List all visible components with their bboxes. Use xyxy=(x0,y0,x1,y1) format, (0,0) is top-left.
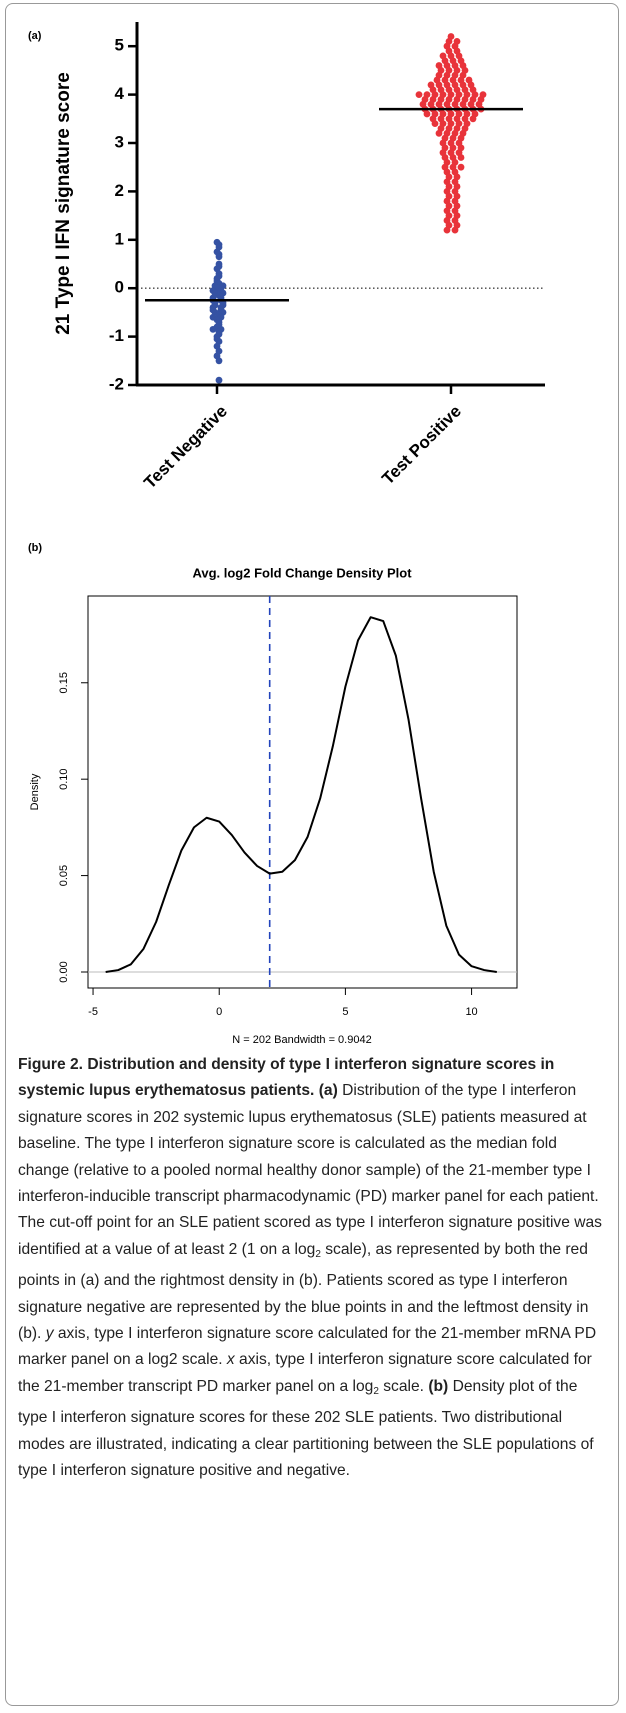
data-point xyxy=(431,120,439,128)
y-tick-label: -2 xyxy=(109,374,124,393)
density-curve xyxy=(105,616,497,973)
data-point xyxy=(457,154,465,161)
x-axis-label: N = 202 Bandwidth = 0.9042 xyxy=(232,1034,371,1046)
figure: (a) 21 Type I IFN signature score -2 -1 0 1 2 3… xyxy=(28,22,545,1046)
subscript: 2 xyxy=(373,1385,379,1397)
caption-title: Figure 2. Distribution and density of ty… xyxy=(18,1056,555,1100)
data-point xyxy=(469,115,477,123)
x-tick-label: Test Negative xyxy=(140,402,231,493)
caption: Figure 2. Distribution and density of ty… xyxy=(18,1052,608,1485)
data-point xyxy=(415,91,423,98)
y-tick-label: 1 xyxy=(115,229,124,248)
data-point xyxy=(423,110,431,118)
y-axis-label: Density xyxy=(29,773,41,810)
panel-label: (b) xyxy=(28,542,42,554)
y-tick-label: 0.00 xyxy=(58,961,70,982)
y-tick-label: 0 xyxy=(115,278,124,297)
caption-text: Density plot of the type I interferon si… xyxy=(18,1377,594,1480)
x-tick-label: 5 xyxy=(342,1006,348,1018)
x-tick-label: -5 xyxy=(88,1006,98,1018)
caption-italic: x xyxy=(226,1351,235,1369)
y-tick-label: 5 xyxy=(115,36,124,55)
y-tick-label: 0.15 xyxy=(58,672,70,693)
caption-italic: y xyxy=(45,1325,54,1343)
plot-box xyxy=(87,595,518,989)
panel-label: (a) xyxy=(28,30,42,42)
y-tick-label: 0.10 xyxy=(58,768,70,789)
y-tick-label: -1 xyxy=(109,326,124,345)
y-tick-label: 0.05 xyxy=(58,865,70,886)
caption-text: axis, type I interferon signature score … xyxy=(18,1325,597,1369)
caption-text: Distribution of the type I interferon si… xyxy=(18,1082,602,1258)
data-point xyxy=(215,376,223,384)
x-tick-label: 10 xyxy=(465,1006,477,1018)
y-tick-label: 2 xyxy=(115,181,124,200)
data-point xyxy=(215,253,223,261)
x-tick-label: Test Positive xyxy=(378,402,465,489)
data-point xyxy=(209,325,217,333)
caption-text: scale), as represented by both the red p… xyxy=(18,1240,589,1343)
x-tick-label: 0 xyxy=(216,1006,222,1018)
data-point xyxy=(435,129,443,137)
y-tick-label: 4 xyxy=(115,84,125,103)
data-point xyxy=(457,163,465,171)
data-point xyxy=(443,226,451,234)
data-point xyxy=(215,357,223,365)
y-tick-label: 3 xyxy=(115,132,124,151)
caption-text: scale. xyxy=(378,1377,429,1395)
caption-text: axis, type I interferon signature score … xyxy=(18,1351,592,1395)
caption-bold: (b) xyxy=(428,1377,449,1395)
chart-title: Avg. log2 Fold Change Density Plot xyxy=(192,565,412,580)
data-point xyxy=(451,226,459,234)
subscript: 2 xyxy=(315,1248,321,1260)
y-axis-label: 21 Type I IFN signature score xyxy=(53,72,74,335)
figure-frame xyxy=(5,3,619,1706)
